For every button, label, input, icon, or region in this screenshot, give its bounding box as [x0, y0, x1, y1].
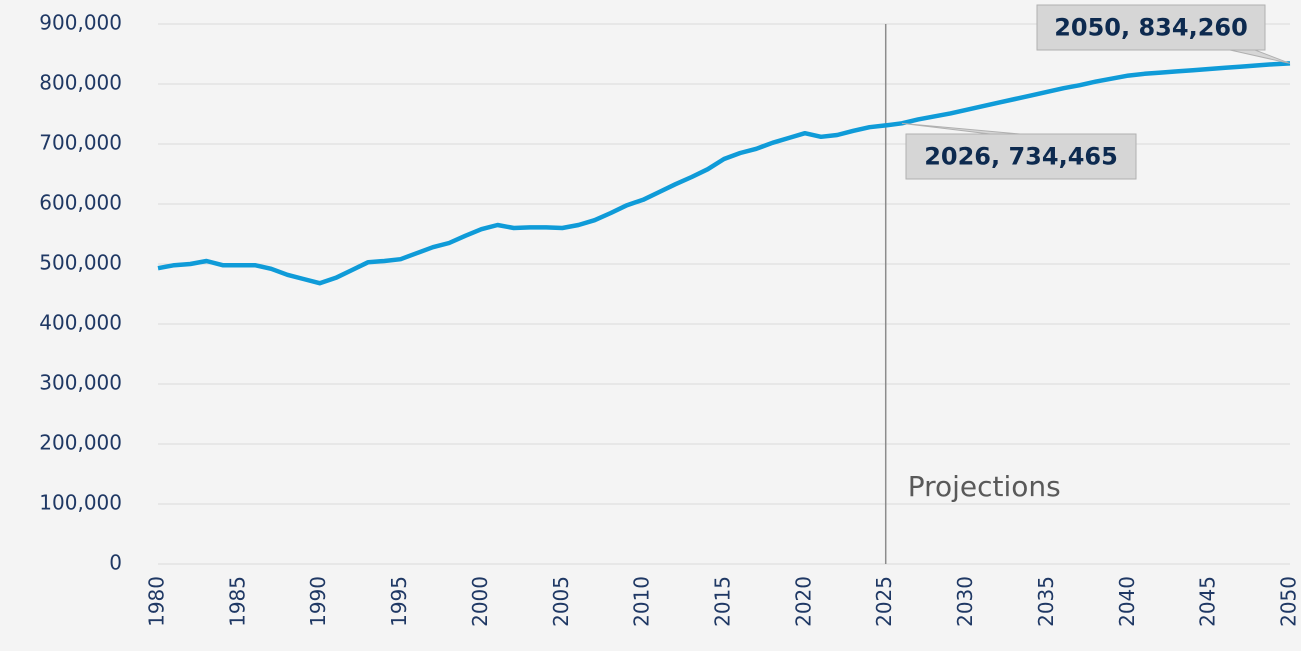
x-tick-label: 1995	[387, 576, 411, 627]
x-tick-label: 2005	[549, 576, 573, 627]
x-tick-label: 2000	[468, 576, 492, 627]
y-tick-label: 600,000	[39, 191, 122, 215]
x-tick-label: 1980	[145, 576, 169, 627]
x-tick-label: 2020	[791, 576, 815, 627]
x-tick-label: 1985	[225, 576, 249, 627]
callout-box	[905, 133, 1137, 180]
y-tick-label: 300,000	[39, 371, 122, 395]
x-tick-label: 1990	[306, 576, 330, 627]
x-tick-label: 2030	[953, 576, 977, 627]
callout-label: 2050, 834,260	[1054, 14, 1248, 42]
y-tick-label: 900,000	[39, 11, 122, 35]
y-tick-label: 800,000	[39, 71, 122, 95]
projection-label: Projections	[908, 470, 1061, 503]
x-tick-label: 2025	[872, 576, 896, 627]
x-tick-label: 2045	[1196, 576, 1220, 627]
x-tick-label: 2050	[1277, 576, 1301, 627]
callout-box	[1036, 4, 1266, 51]
y-tick-label: 700,000	[39, 131, 122, 155]
x-tick-label: 2015	[711, 576, 735, 627]
y-tick-label: 500,000	[39, 251, 122, 275]
x-tick-label: 2040	[1115, 576, 1139, 627]
x-tick-label: 2010	[630, 576, 654, 627]
data-line	[157, 61, 1291, 286]
callout-label: 2026, 734,465	[924, 143, 1118, 171]
x-tick-label: 2035	[1034, 576, 1058, 627]
y-tick-label: 200,000	[39, 431, 122, 455]
y-tick-label: 400,000	[39, 311, 122, 335]
y-tick-label: 0	[109, 551, 122, 575]
y-tick-label: 100,000	[39, 491, 122, 515]
